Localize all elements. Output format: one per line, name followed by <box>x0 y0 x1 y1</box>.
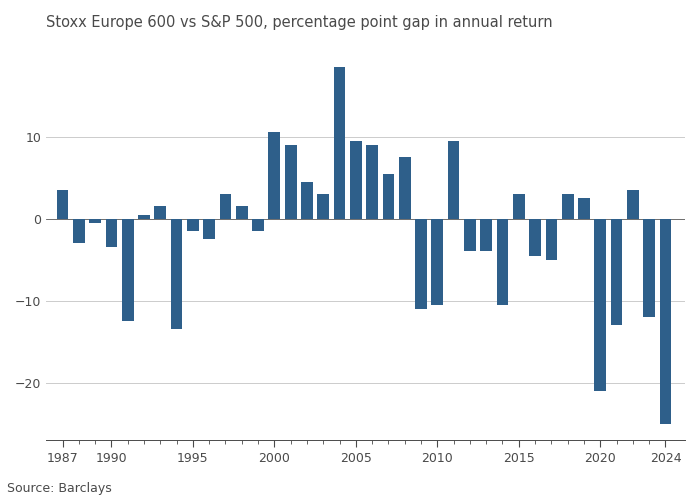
Bar <box>545 218 557 260</box>
Bar <box>171 218 183 330</box>
Bar <box>90 218 101 222</box>
Bar <box>464 218 476 252</box>
Bar <box>187 218 199 231</box>
Bar <box>155 206 166 218</box>
Bar <box>529 218 541 256</box>
Bar <box>138 214 150 218</box>
Bar <box>122 218 134 321</box>
Bar <box>415 218 427 309</box>
Bar <box>448 140 459 218</box>
Bar <box>57 190 69 218</box>
Bar <box>73 218 85 244</box>
Bar <box>366 145 378 218</box>
Bar <box>399 157 411 218</box>
Bar <box>269 132 280 218</box>
Bar <box>431 218 443 305</box>
Bar <box>301 182 313 218</box>
Bar <box>203 218 215 239</box>
Bar <box>383 174 394 218</box>
Bar <box>659 218 671 424</box>
Bar <box>220 194 231 218</box>
Bar <box>513 194 525 218</box>
Bar <box>480 218 492 252</box>
Bar <box>236 206 248 218</box>
Bar <box>350 140 362 218</box>
Bar <box>627 190 638 218</box>
Bar <box>643 218 655 317</box>
Bar <box>317 194 329 218</box>
Text: Stoxx Europe 600 vs S&P 500, percentage point gap in annual return: Stoxx Europe 600 vs S&P 500, percentage … <box>46 15 553 30</box>
Bar <box>252 218 264 231</box>
Bar <box>106 218 118 248</box>
Bar <box>578 198 590 218</box>
Bar <box>496 218 508 305</box>
Bar <box>334 67 345 218</box>
Bar <box>562 194 573 218</box>
Text: Source: Barclays: Source: Barclays <box>7 482 112 495</box>
Bar <box>594 218 606 391</box>
Bar <box>285 145 297 218</box>
Bar <box>610 218 622 326</box>
